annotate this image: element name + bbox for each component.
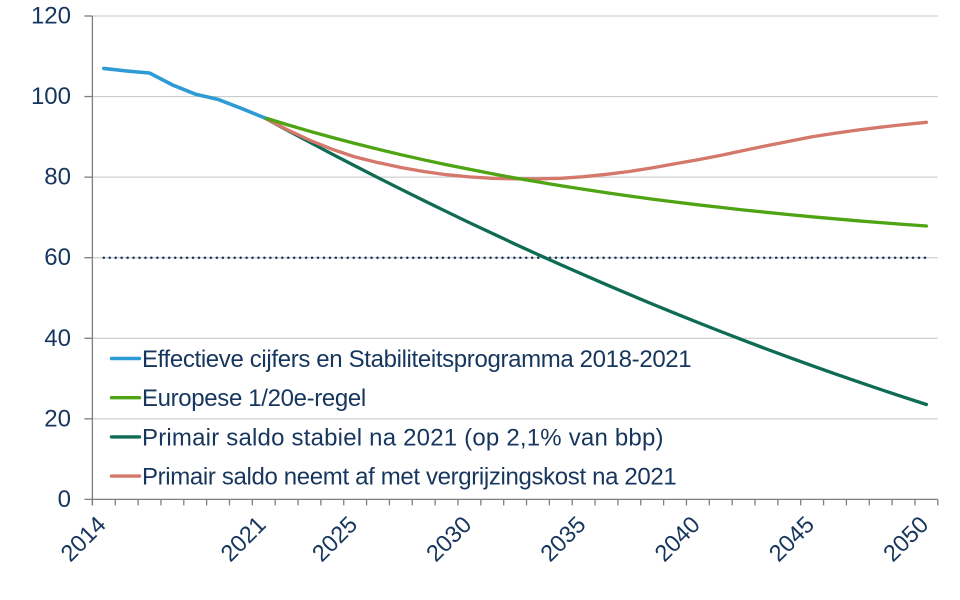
svg-text:100: 100 — [31, 83, 71, 110]
svg-text:Effectieve cijfers en Stabilit: Effectieve cijfers en Stabiliteitsprogra… — [142, 346, 691, 373]
svg-text:Europese 1/20e-regel: Europese 1/20e-regel — [142, 385, 366, 412]
svg-text:Primair saldo stabiel na 2021: Primair saldo stabiel na 2021 (op 2,1% v… — [142, 424, 664, 451]
svg-text:40: 40 — [44, 325, 71, 352]
svg-text:80: 80 — [44, 164, 71, 191]
svg-text:20: 20 — [44, 405, 71, 432]
svg-text:60: 60 — [44, 244, 71, 271]
svg-text:0: 0 — [58, 486, 71, 513]
svg-text:120: 120 — [31, 3, 71, 30]
svg-text:Primair saldo neemt af met ver: Primair saldo neemt af met vergrijzingsk… — [142, 464, 676, 491]
